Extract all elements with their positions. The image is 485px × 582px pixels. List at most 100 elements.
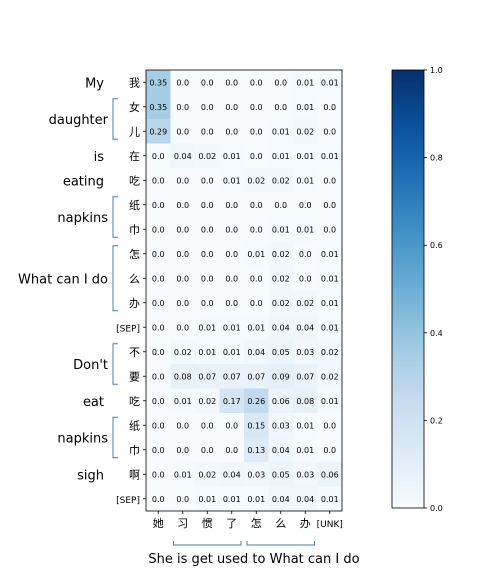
heatmap-cell	[268, 290, 294, 316]
y-group-bracket	[112, 245, 118, 312]
cell-value-label: 0.04	[272, 446, 290, 455]
heatmap-cell	[317, 266, 343, 291]
cell-value-label: 0.03	[247, 470, 265, 479]
heatmap-cell	[146, 437, 171, 463]
cell-value-label: 0.15	[247, 421, 265, 430]
heatmap-cell	[293, 266, 318, 291]
cell-value-label: 0.07	[198, 372, 216, 381]
cell-value-label: 0.0	[152, 372, 165, 381]
cell-value-label: 0.01	[296, 446, 314, 455]
heatmap-cell	[219, 413, 245, 438]
cell-value-label: 0.0	[176, 446, 189, 455]
cell-value-label: 0.0	[250, 225, 263, 234]
cell-value-label: 0.08	[174, 372, 192, 381]
heatmap-cell	[146, 192, 171, 218]
y-tick-label: 办	[129, 297, 140, 310]
cell-value-label: 0.0	[250, 103, 263, 112]
cell-value-label: 0.0	[225, 250, 238, 259]
heatmap-cell	[293, 119, 318, 144]
cell-value-label: 0.01	[296, 421, 314, 430]
heatmap-cell	[219, 388, 245, 414]
cell-value-label: 0.0	[323, 103, 336, 112]
heatmap-cell	[293, 94, 318, 120]
cell-value-label: 0.0	[225, 225, 238, 234]
heatmap-cell	[268, 437, 294, 463]
heatmap-cell	[146, 168, 171, 193]
heatmap-cell	[293, 486, 318, 512]
heatmap-cell	[195, 290, 220, 316]
cell-value-label: 0.01	[223, 176, 241, 185]
heatmap-cell	[244, 290, 269, 316]
heatmap-cell	[146, 119, 171, 144]
x-tick-label: 习	[177, 517, 188, 530]
heatmap-cell	[317, 486, 343, 512]
heatmap-cell	[146, 462, 171, 487]
heatmap-cell	[244, 339, 269, 365]
heatmap-cell	[219, 168, 245, 193]
cell-value-label: 0.0	[176, 103, 189, 112]
cell-value-label: 0.0	[152, 250, 165, 259]
cell-value-label: 0.06	[272, 397, 290, 406]
cell-value-label: 0.02	[296, 127, 314, 136]
heatmap-cell	[195, 388, 220, 414]
heatmap-cell	[317, 70, 343, 95]
y-tick-label: 啊	[129, 468, 140, 481]
heatmap-cell	[268, 192, 294, 218]
x-tick-label: 她	[153, 516, 164, 530]
cell-value-label: 0.04	[223, 470, 241, 479]
heatmap-cell	[146, 266, 171, 291]
cell-value-label: 0.07	[296, 372, 314, 381]
cell-value-label: 0.0	[250, 127, 263, 136]
heatmap-cell	[146, 143, 171, 169]
heatmap-cell	[146, 339, 171, 365]
heatmap-cell	[219, 70, 245, 95]
heatmap-cell	[293, 217, 318, 242]
cell-value-label: 0.01	[321, 250, 339, 259]
y-tick-label: 女	[129, 100, 140, 114]
heatmap-cell	[317, 143, 343, 169]
cell-value-label: 0.0	[152, 299, 165, 308]
cell-value-label: 0.01	[272, 127, 290, 136]
heatmap-cell	[293, 290, 318, 316]
cell-value-label: 0.01	[223, 348, 241, 357]
cell-value-label: 0.02	[272, 176, 290, 185]
heatmap-cell	[293, 437, 318, 463]
y-tick-label: 巾	[129, 222, 140, 236]
cell-value-label: 0.0	[152, 225, 165, 234]
colorbar	[391, 69, 425, 509]
colorbar-ticks: 0.0 0.2 0.4 0.6 0.8 1.0	[424, 66, 443, 513]
cell-value-label: 0.02	[247, 176, 265, 185]
heatmap-cell	[317, 462, 343, 487]
heatmap-cell	[195, 192, 220, 218]
cell-value-label: 0.01	[296, 225, 314, 234]
y-group-label: eating	[63, 174, 104, 189]
heatmap-cell	[317, 413, 343, 438]
y-group-bracket	[112, 343, 118, 385]
cell-value-label: 0.01	[223, 323, 241, 332]
cell-value-label: 0.0	[201, 299, 214, 308]
cell-value-label: 0.0	[323, 176, 336, 185]
cell-value-label: 0.0	[250, 274, 263, 283]
cell-value-label: 0.0	[323, 201, 336, 210]
cell-value-label: 0.0	[274, 78, 287, 87]
heatmap-cell	[317, 168, 343, 193]
heatmap-cell	[195, 364, 220, 389]
heatmap-cell	[317, 192, 343, 218]
heatmap-cell	[268, 388, 294, 414]
cell-value-label: 0.01	[296, 78, 314, 87]
heatmap-cell	[244, 364, 269, 389]
cell-value-label: 0.0	[299, 201, 312, 210]
cell-value-label: 0.01	[321, 152, 339, 161]
heatmap-cell	[219, 364, 245, 389]
heatmap-cell	[219, 192, 245, 218]
cell-value-label: 0.06	[321, 470, 339, 479]
heatmap-cell	[317, 388, 343, 414]
cell-value-label: 0.0	[225, 78, 238, 87]
heatmap-cell	[268, 241, 294, 267]
heatmap-cell	[317, 119, 343, 144]
cell-value-label: 0.01	[296, 152, 314, 161]
y-tick-label: 吃	[129, 395, 140, 408]
cell-value-label: 0.0	[225, 127, 238, 136]
y-tick-label: 么	[129, 272, 140, 285]
